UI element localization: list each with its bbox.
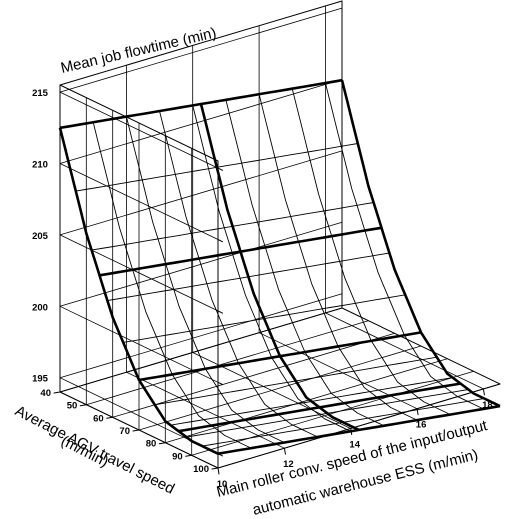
- floor-gridline: [217, 383, 501, 469]
- y-tick-label: 90: [172, 451, 183, 462]
- surface-thick-line-y: [99, 226, 382, 277]
- z-tick-label: 210: [32, 160, 48, 171]
- x-tick-label: 16: [416, 420, 427, 431]
- y-tick-label: 100: [193, 464, 209, 475]
- x-tick: [482, 388, 485, 396]
- y-tick-label: 60: [93, 413, 104, 424]
- y-tick: [158, 442, 166, 445]
- floor-gridline: [59, 307, 343, 393]
- wall-gridline: [59, 150, 343, 236]
- axis-walls: [59, 0, 501, 469]
- wall-gridline: [59, 79, 343, 164]
- y-tick: [53, 391, 61, 394]
- surface-thick-line-y: [217, 404, 501, 455]
- y-tick: [106, 416, 114, 419]
- floor-gridline: [112, 332, 396, 418]
- x-tick: [350, 428, 353, 435]
- x-tick-label: 10: [217, 479, 228, 490]
- surface-thick-line-y: [59, 78, 343, 130]
- floor-gridline: [85, 320, 369, 406]
- z-tick-label: 200: [32, 302, 48, 313]
- z-tick-label: 195: [32, 374, 49, 385]
- x-tick-label: 18: [482, 400, 493, 411]
- x-tick: [283, 447, 286, 455]
- z-tick: [217, 381, 223, 385]
- y-tick: [185, 454, 193, 457]
- wall-edge: [59, 0, 343, 86]
- x-tick-label: 14: [349, 440, 360, 451]
- y-tick: [79, 404, 87, 407]
- floor-gridline: [191, 370, 475, 456]
- x-tick: [217, 467, 220, 475]
- z-tick: [217, 453, 223, 457]
- y-tick-label: 80: [146, 439, 157, 450]
- floor-gridline: [164, 358, 448, 444]
- surface-thick-line-y: [138, 331, 422, 382]
- surface-thick-line-y: [178, 382, 461, 433]
- z-tick: [217, 310, 223, 314]
- x-tick-label: 12: [283, 459, 294, 470]
- y-tick: [211, 467, 219, 470]
- z-tick-label: 205: [32, 231, 49, 242]
- y-tick: [132, 429, 140, 432]
- wall-gridline: [59, 293, 343, 379]
- z-tick-label: 215: [32, 88, 49, 99]
- wall-gridline: [59, 7, 343, 93]
- axis-ticks: 195 200 205 210 215 40 50 60 70 80 90 100 10 12 14 16 18: [32, 88, 493, 490]
- floor-gridline: [138, 345, 422, 431]
- y-tick-label: 50: [67, 401, 78, 412]
- surface-coarse-mesh: [58, 78, 501, 455]
- surface-thick-line-x: [340, 79, 501, 408]
- z-tick: [217, 239, 223, 243]
- y-tick-label: 40: [40, 388, 51, 399]
- z-tick: [217, 167, 223, 171]
- x-tick: [416, 408, 419, 416]
- surface-line-x: [341, 80, 501, 407]
- y-tick-label: 70: [119, 426, 130, 437]
- surface-line-x: [324, 82, 484, 410]
